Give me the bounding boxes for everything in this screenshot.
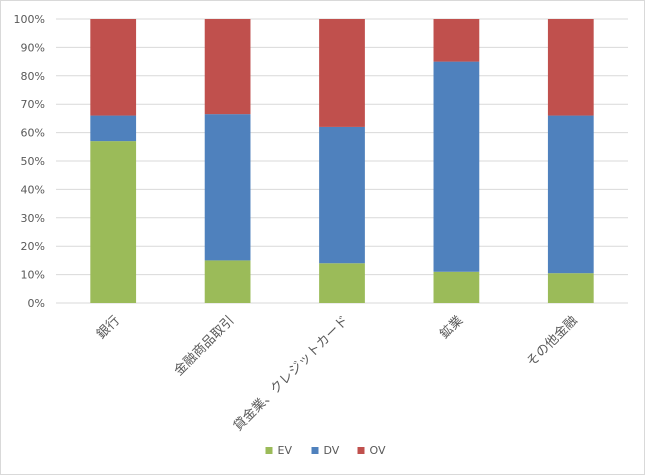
y-tick-label: 50% [21,155,45,168]
legend-label-ev: EV [278,444,293,457]
x-tick-label: 鉱業 [437,313,467,343]
y-axis-tick-labels: 0% 10% 20% 30% 40% 50% 60% 70% 80% 90% 100% [14,13,45,310]
legend-label-dv: DV [324,444,340,457]
x-tick-label: 貸金業、クレジットカード [230,313,352,435]
y-tick-label: 70% [21,98,45,111]
bar-segment-ov [433,19,480,62]
y-tick-label: 40% [21,183,45,196]
bar-segment-dv [433,61,480,272]
x-tick-label: 銀行 [94,313,123,342]
y-tick-label: 100% [14,13,45,26]
x-tick-label: その他金融 [523,313,580,370]
bar-segment-dv [547,115,594,274]
y-tick-label: 90% [21,41,45,54]
legend-swatch-ov [357,447,365,454]
bar-segment-dv [319,126,365,264]
bar-segment-dv [90,115,137,142]
bar-segment-ev [319,263,365,303]
bar-segment-ev [433,271,480,303]
y-tick-label: 0% [28,297,45,310]
y-tick-label: 80% [21,70,45,83]
y-tick-label: 60% [21,127,45,140]
legend-swatch-dv [311,447,319,454]
bar-segment-ov [90,19,137,116]
legend: EV DV OV [265,444,386,457]
bars [90,19,594,303]
bar-segment-ev [547,273,594,303]
y-tick-label: 30% [21,212,45,225]
y-tick-label: 10% [21,269,45,282]
legend-swatch-ev [265,447,273,454]
bar-segment-ev [90,141,137,303]
bar-segment-ov [204,19,251,115]
bar-segment-ov [547,19,594,116]
bar-segment-dv [204,114,251,261]
x-tick-label: 金融商品取引 [171,313,237,379]
bar-segment-ev [204,260,251,303]
legend-label-ov: OV [370,444,386,457]
y-tick-label: 20% [21,240,45,253]
bar-segment-ov [319,19,365,127]
